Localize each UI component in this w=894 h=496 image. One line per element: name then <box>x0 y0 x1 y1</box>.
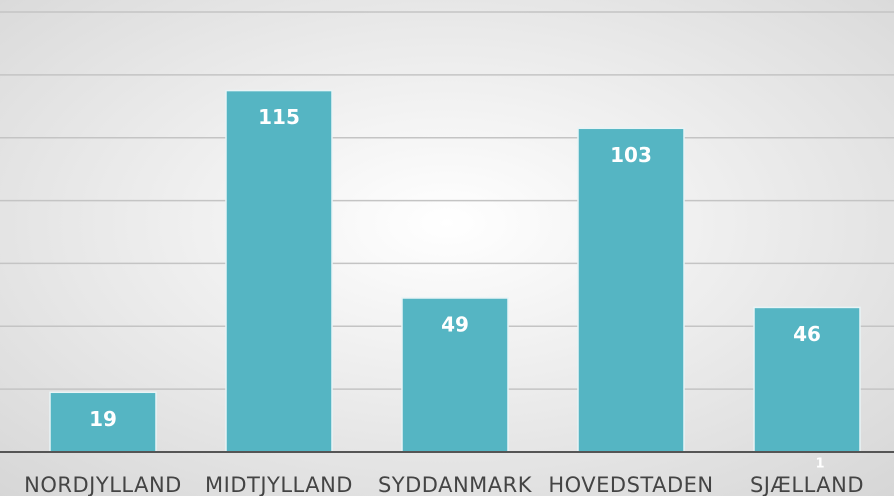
data-label: 49 <box>441 313 469 337</box>
x-tick-label: HOVEDSTADEN <box>548 473 713 496</box>
data-label: 103 <box>610 143 652 167</box>
bar <box>225 89 333 453</box>
bar <box>753 306 861 453</box>
x-tick-label: MIDTJYLLAND <box>205 473 353 496</box>
data-label: 46 <box>793 322 821 346</box>
data-label: 115 <box>258 105 300 129</box>
bar <box>577 127 685 453</box>
bar <box>49 391 157 453</box>
x-tick-label: NORDJYLLAND <box>24 473 182 496</box>
x-tick-label: SYDDANMARK <box>378 473 533 496</box>
x-tick-label: SJÆLLAND <box>750 473 864 496</box>
annotation: 1 <box>815 457 824 472</box>
data-label: 19 <box>89 407 117 431</box>
bar <box>401 297 509 453</box>
